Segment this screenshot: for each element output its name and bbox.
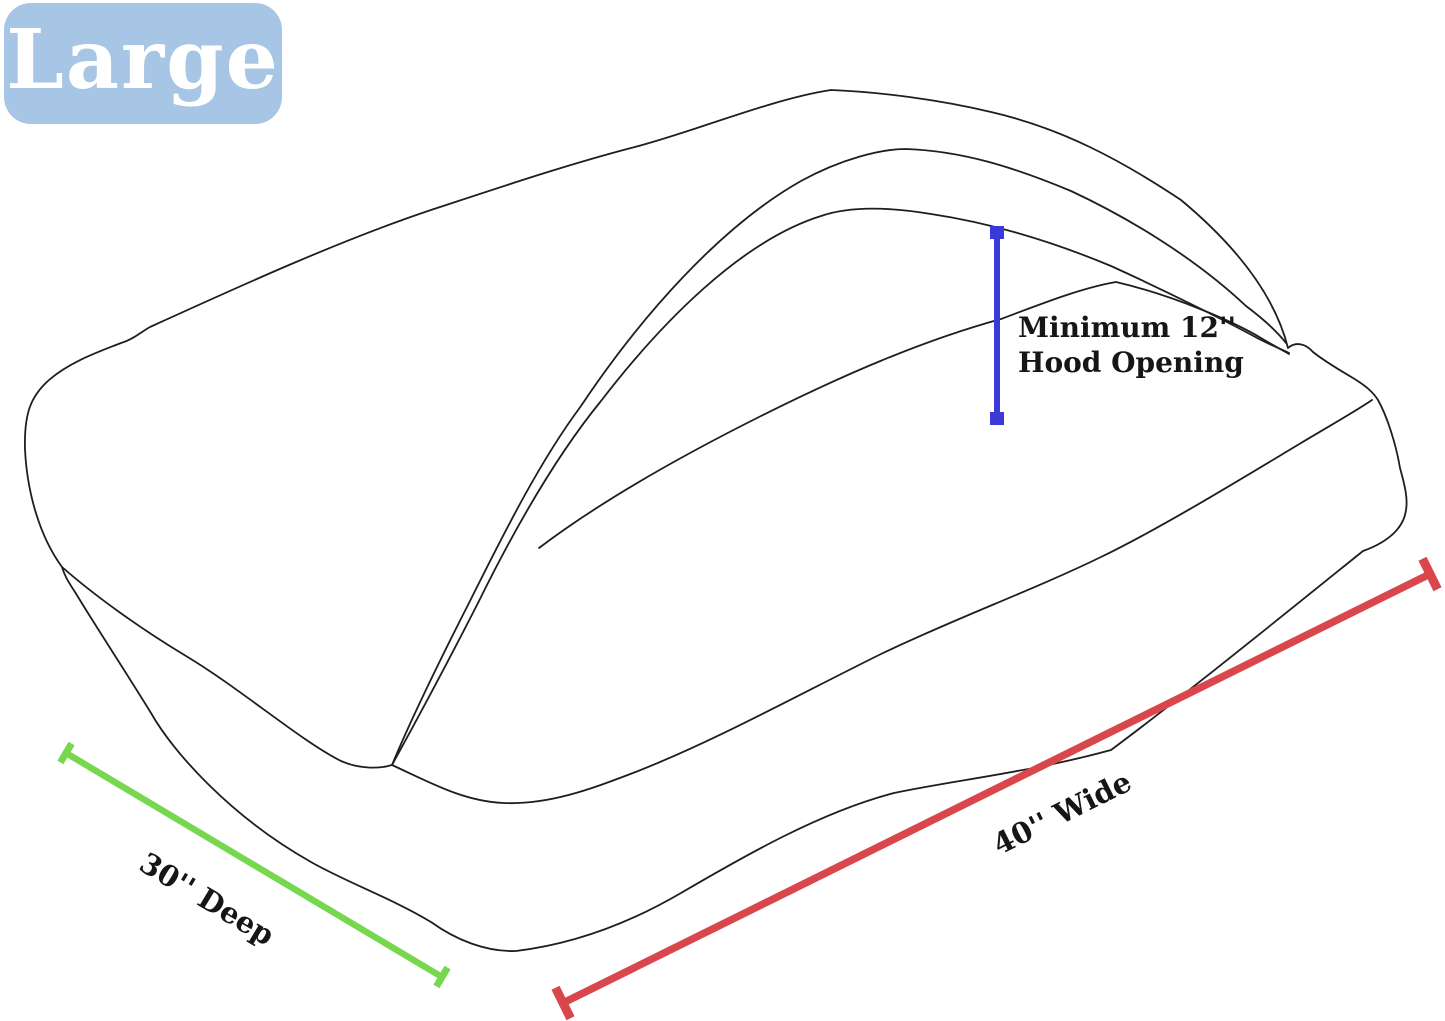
cushion-edge-path [538,281,1290,549]
depth-dimension-shaft [64,750,444,980]
depth-dimension-end-cap [433,965,451,989]
hood-opening-label-line2: Hood Opening [1018,346,1244,379]
depth-dimension-start-cap [57,741,75,765]
width-dimension-end-cap [1418,556,1442,592]
hood-rim-inner-path [391,207,1290,766]
width-dimension-shaft [561,570,1432,1007]
size-badge-label: Large [6,11,280,108]
mattress-seam-right-path [391,399,1373,805]
width-dimension-start-cap [551,985,575,1021]
hood-opening-dimension-bottom-cap [990,412,1004,425]
hood-rim-outer-path [391,148,1287,766]
hood-opening-label-line1: Minimum 12'' [1018,311,1237,344]
bed-outline-group [24,89,1408,952]
hood-opening-dimension-top-cap [990,226,1004,239]
mattress-seam-left-path [61,566,393,769]
bed-silhouette-path [24,89,1408,952]
size-badge: Large [4,3,282,124]
hood-opening-label: Minimum 12'' Hood Opening [1018,310,1244,380]
width-dimension-line [551,556,1442,1021]
hood-opening-dimension-line [990,226,1004,425]
depth-dimension-line [57,741,451,989]
